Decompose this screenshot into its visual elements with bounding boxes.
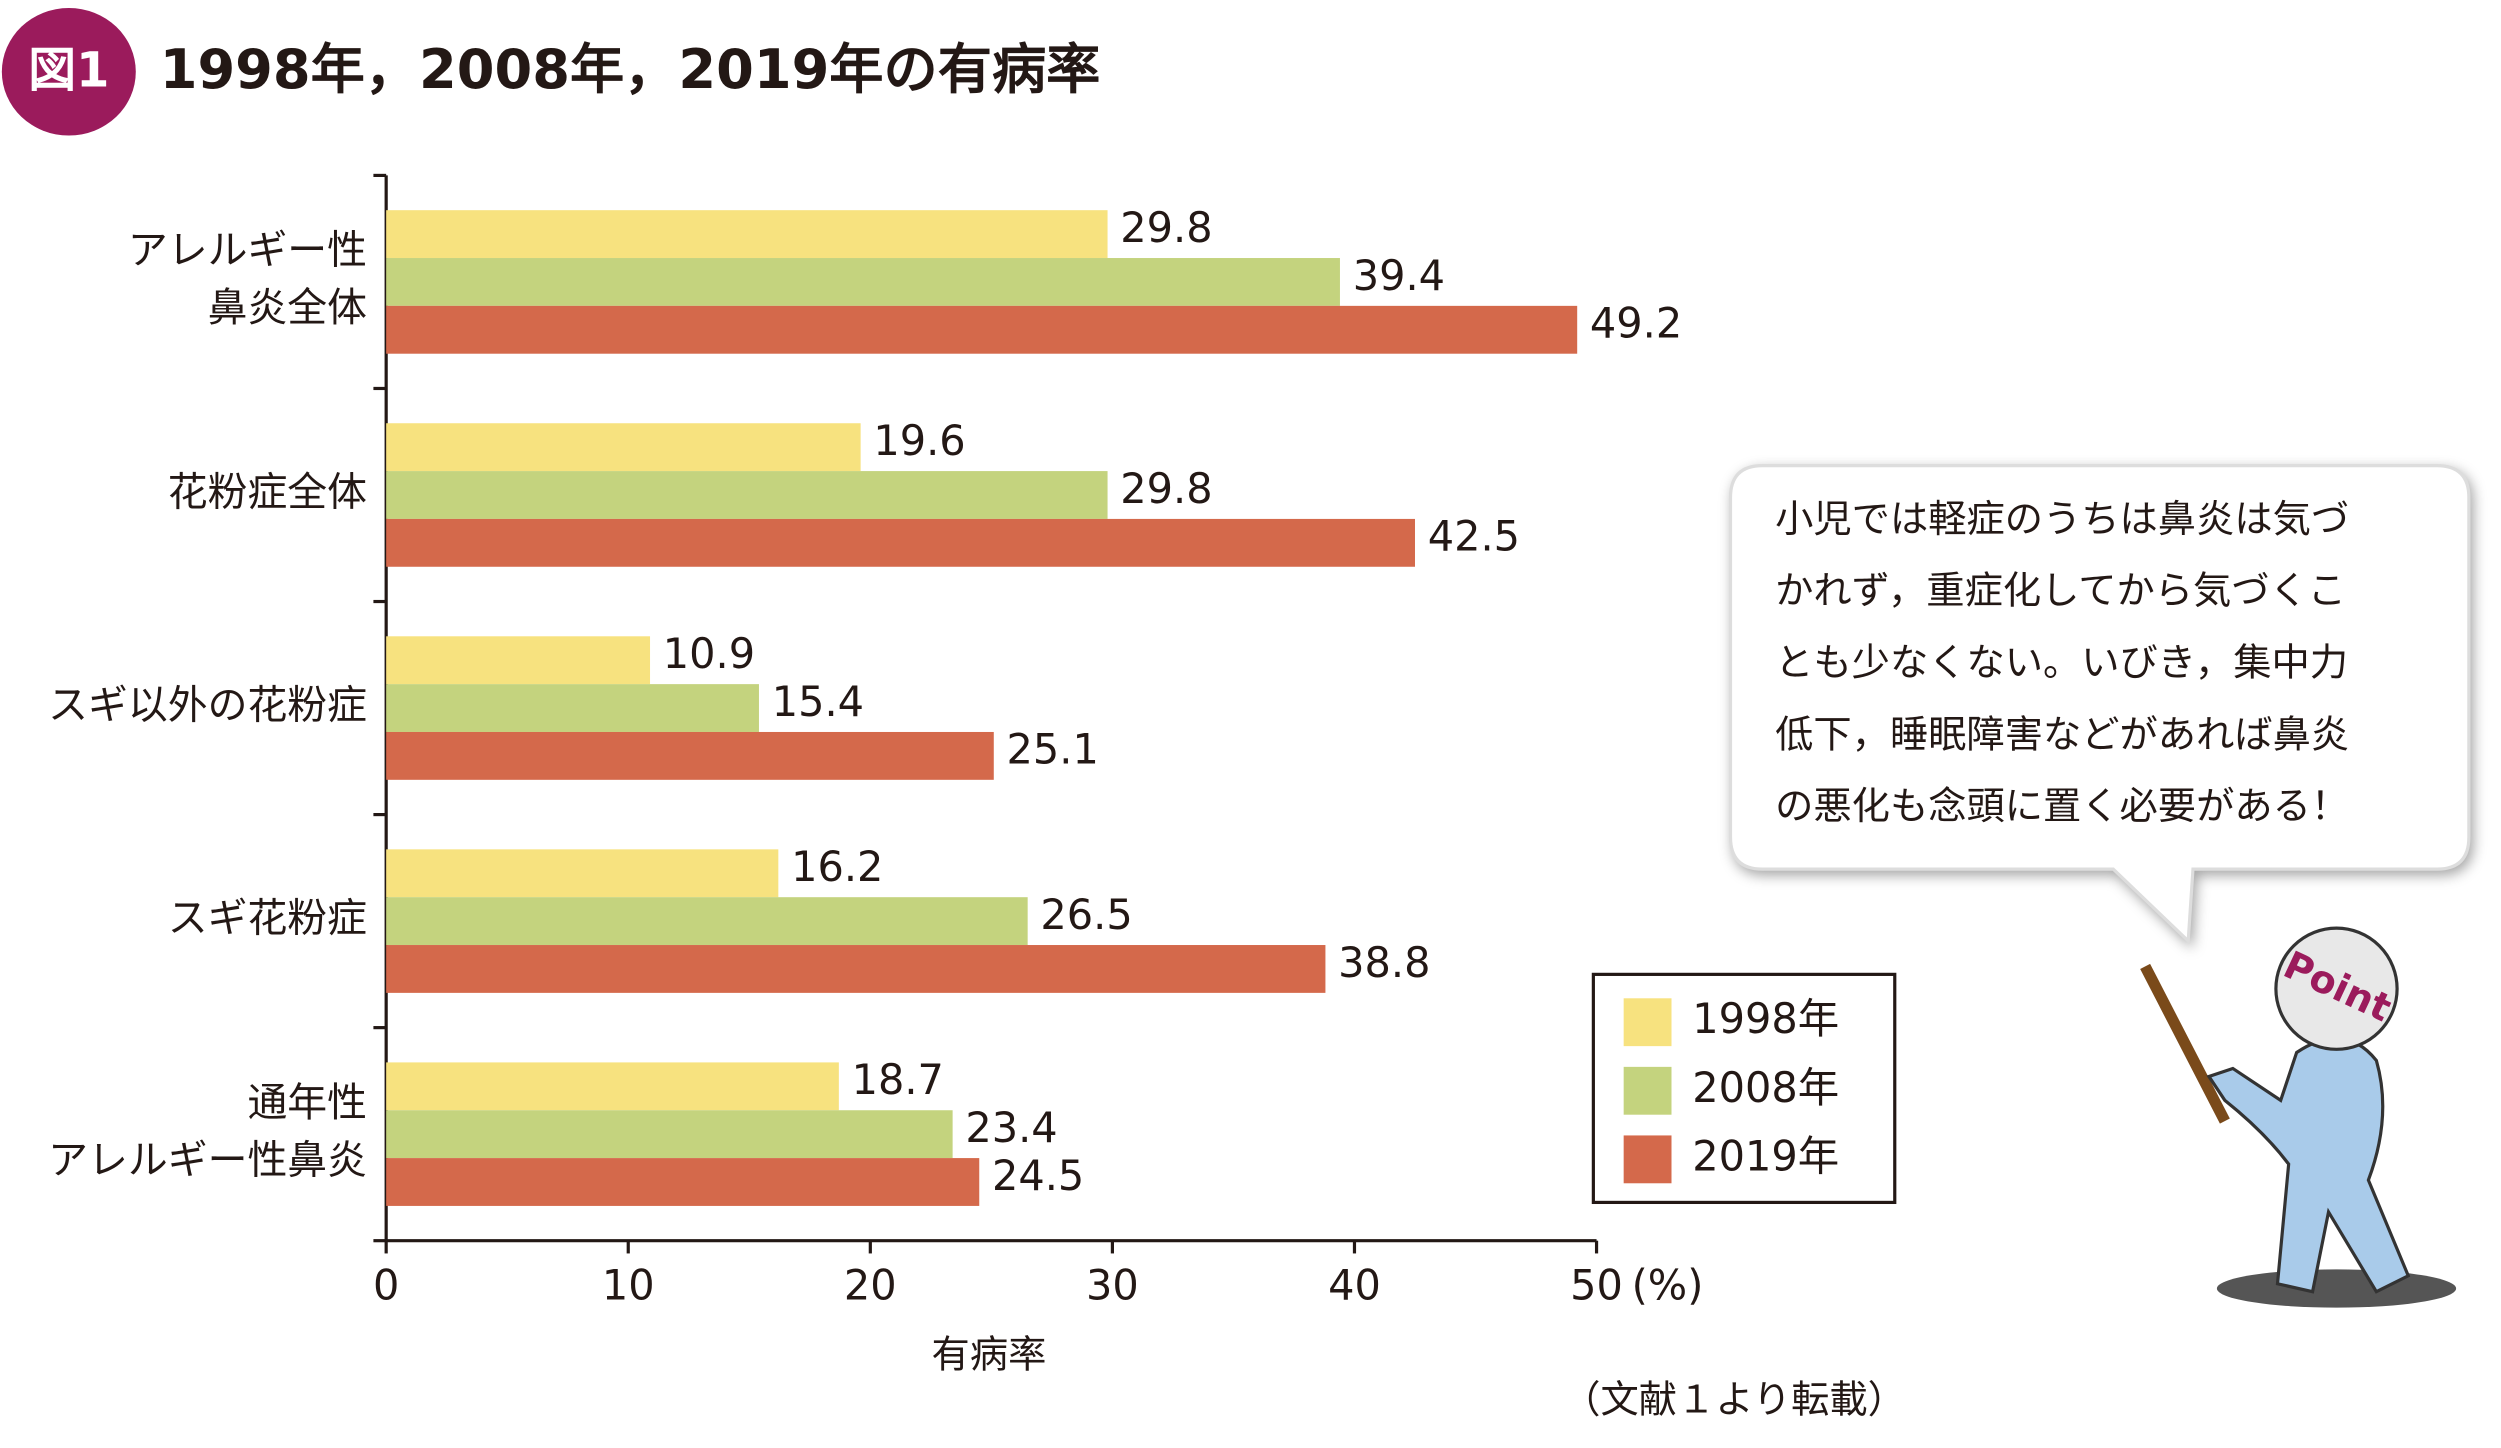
- legend-label: 2008年: [1692, 1064, 1839, 1112]
- bar: [386, 897, 1028, 946]
- value-label: 39.4: [1353, 252, 1445, 300]
- legend-label: 1998年: [1692, 995, 1839, 1043]
- bar: [386, 684, 759, 732]
- y-tick-label: アレルギー性: [128, 228, 367, 274]
- value-label: 18.7: [852, 1056, 944, 1104]
- callout-text: 小児では軽症のうちは鼻炎は気づかれず，重症化してから気づくことも少なくない。いび…: [1775, 497, 2349, 829]
- bar: [386, 731, 994, 780]
- callout-line: 小児では軽症のうちは鼻炎は気づ: [1775, 497, 2349, 542]
- callout-line: 低下，睡眠障害などがあれば鼻炎: [1775, 712, 2349, 757]
- y-tick-label: スギ花粉症: [168, 896, 367, 942]
- value-label: 19.6: [873, 417, 965, 465]
- value-label: 26.5: [1040, 891, 1132, 939]
- value-label: 10.9: [663, 630, 755, 678]
- value-label: 29.8: [1120, 204, 1212, 252]
- legend-swatch: [1623, 1135, 1672, 1184]
- x-unit: (%): [1632, 1262, 1704, 1310]
- bar: [386, 471, 1108, 519]
- legend-swatch: [1623, 1066, 1672, 1115]
- x-tick-label: 40: [1328, 1262, 1381, 1310]
- bar: [386, 1062, 839, 1111]
- bar: [386, 423, 861, 472]
- legend-label: 2019年: [1692, 1132, 1839, 1180]
- body: [2206, 1036, 2411, 1294]
- x-tick-label: 50: [1570, 1262, 1623, 1310]
- source: （文献１より転載）: [1562, 1377, 1906, 1422]
- value-label: 23.4: [965, 1104, 1057, 1152]
- value-label: 15.4: [772, 678, 864, 726]
- y-tick-label: 通年性: [247, 1080, 367, 1126]
- bar: [386, 210, 1108, 259]
- value-label: 29.8: [1120, 465, 1212, 513]
- value-label: 38.8: [1338, 939, 1430, 987]
- value-label: 16.2: [791, 843, 883, 891]
- legend-swatch: [1623, 998, 1672, 1047]
- value-label: 24.5: [992, 1152, 1084, 1200]
- chart-title: 1998年，2008年，2019年の有病率: [160, 38, 1101, 101]
- head: [2274, 926, 2399, 1051]
- badge-bg: [1, 7, 136, 136]
- x-tick-label: 10: [602, 1262, 655, 1310]
- callout-line: の悪化も念頭に置く必要がある！: [1775, 784, 2349, 829]
- badge: 図1: [28, 43, 109, 98]
- bar: [386, 636, 651, 685]
- value-label: 25.1: [1007, 726, 1099, 774]
- x-tick-label: 0: [373, 1262, 399, 1310]
- bar: [386, 518, 1415, 567]
- y-tick-label: アレルギー性鼻炎: [48, 1137, 367, 1183]
- bar: [386, 1110, 953, 1159]
- bar: [386, 849, 779, 898]
- value-label: 42.5: [1428, 513, 1520, 561]
- y-tick-label: スギ以外の花粉症: [48, 683, 367, 729]
- pointer: [2140, 963, 2230, 1124]
- bar: [386, 945, 1326, 993]
- value-label: 49.2: [1590, 300, 1682, 348]
- x-tick-label: 20: [844, 1262, 897, 1310]
- callout-line: かれず，重症化してから気づくこ: [1775, 569, 2346, 614]
- bar: [386, 1158, 980, 1206]
- bar: [386, 305, 1578, 354]
- shadow: [2216, 1269, 2457, 1308]
- y-tick-label: 鼻炎全体: [208, 285, 367, 331]
- speech-bubble: [1728, 464, 2471, 945]
- x-tick-label: 30: [1086, 1262, 1139, 1310]
- y-tick-label: 花粉症全体: [168, 469, 367, 515]
- callout-line: とも少なくない。いびき，集中力: [1775, 640, 2348, 685]
- x-axis-label: 有病率: [932, 1333, 1047, 1378]
- bar: [386, 258, 1340, 306]
- mascot: Point: [2140, 926, 2457, 1308]
